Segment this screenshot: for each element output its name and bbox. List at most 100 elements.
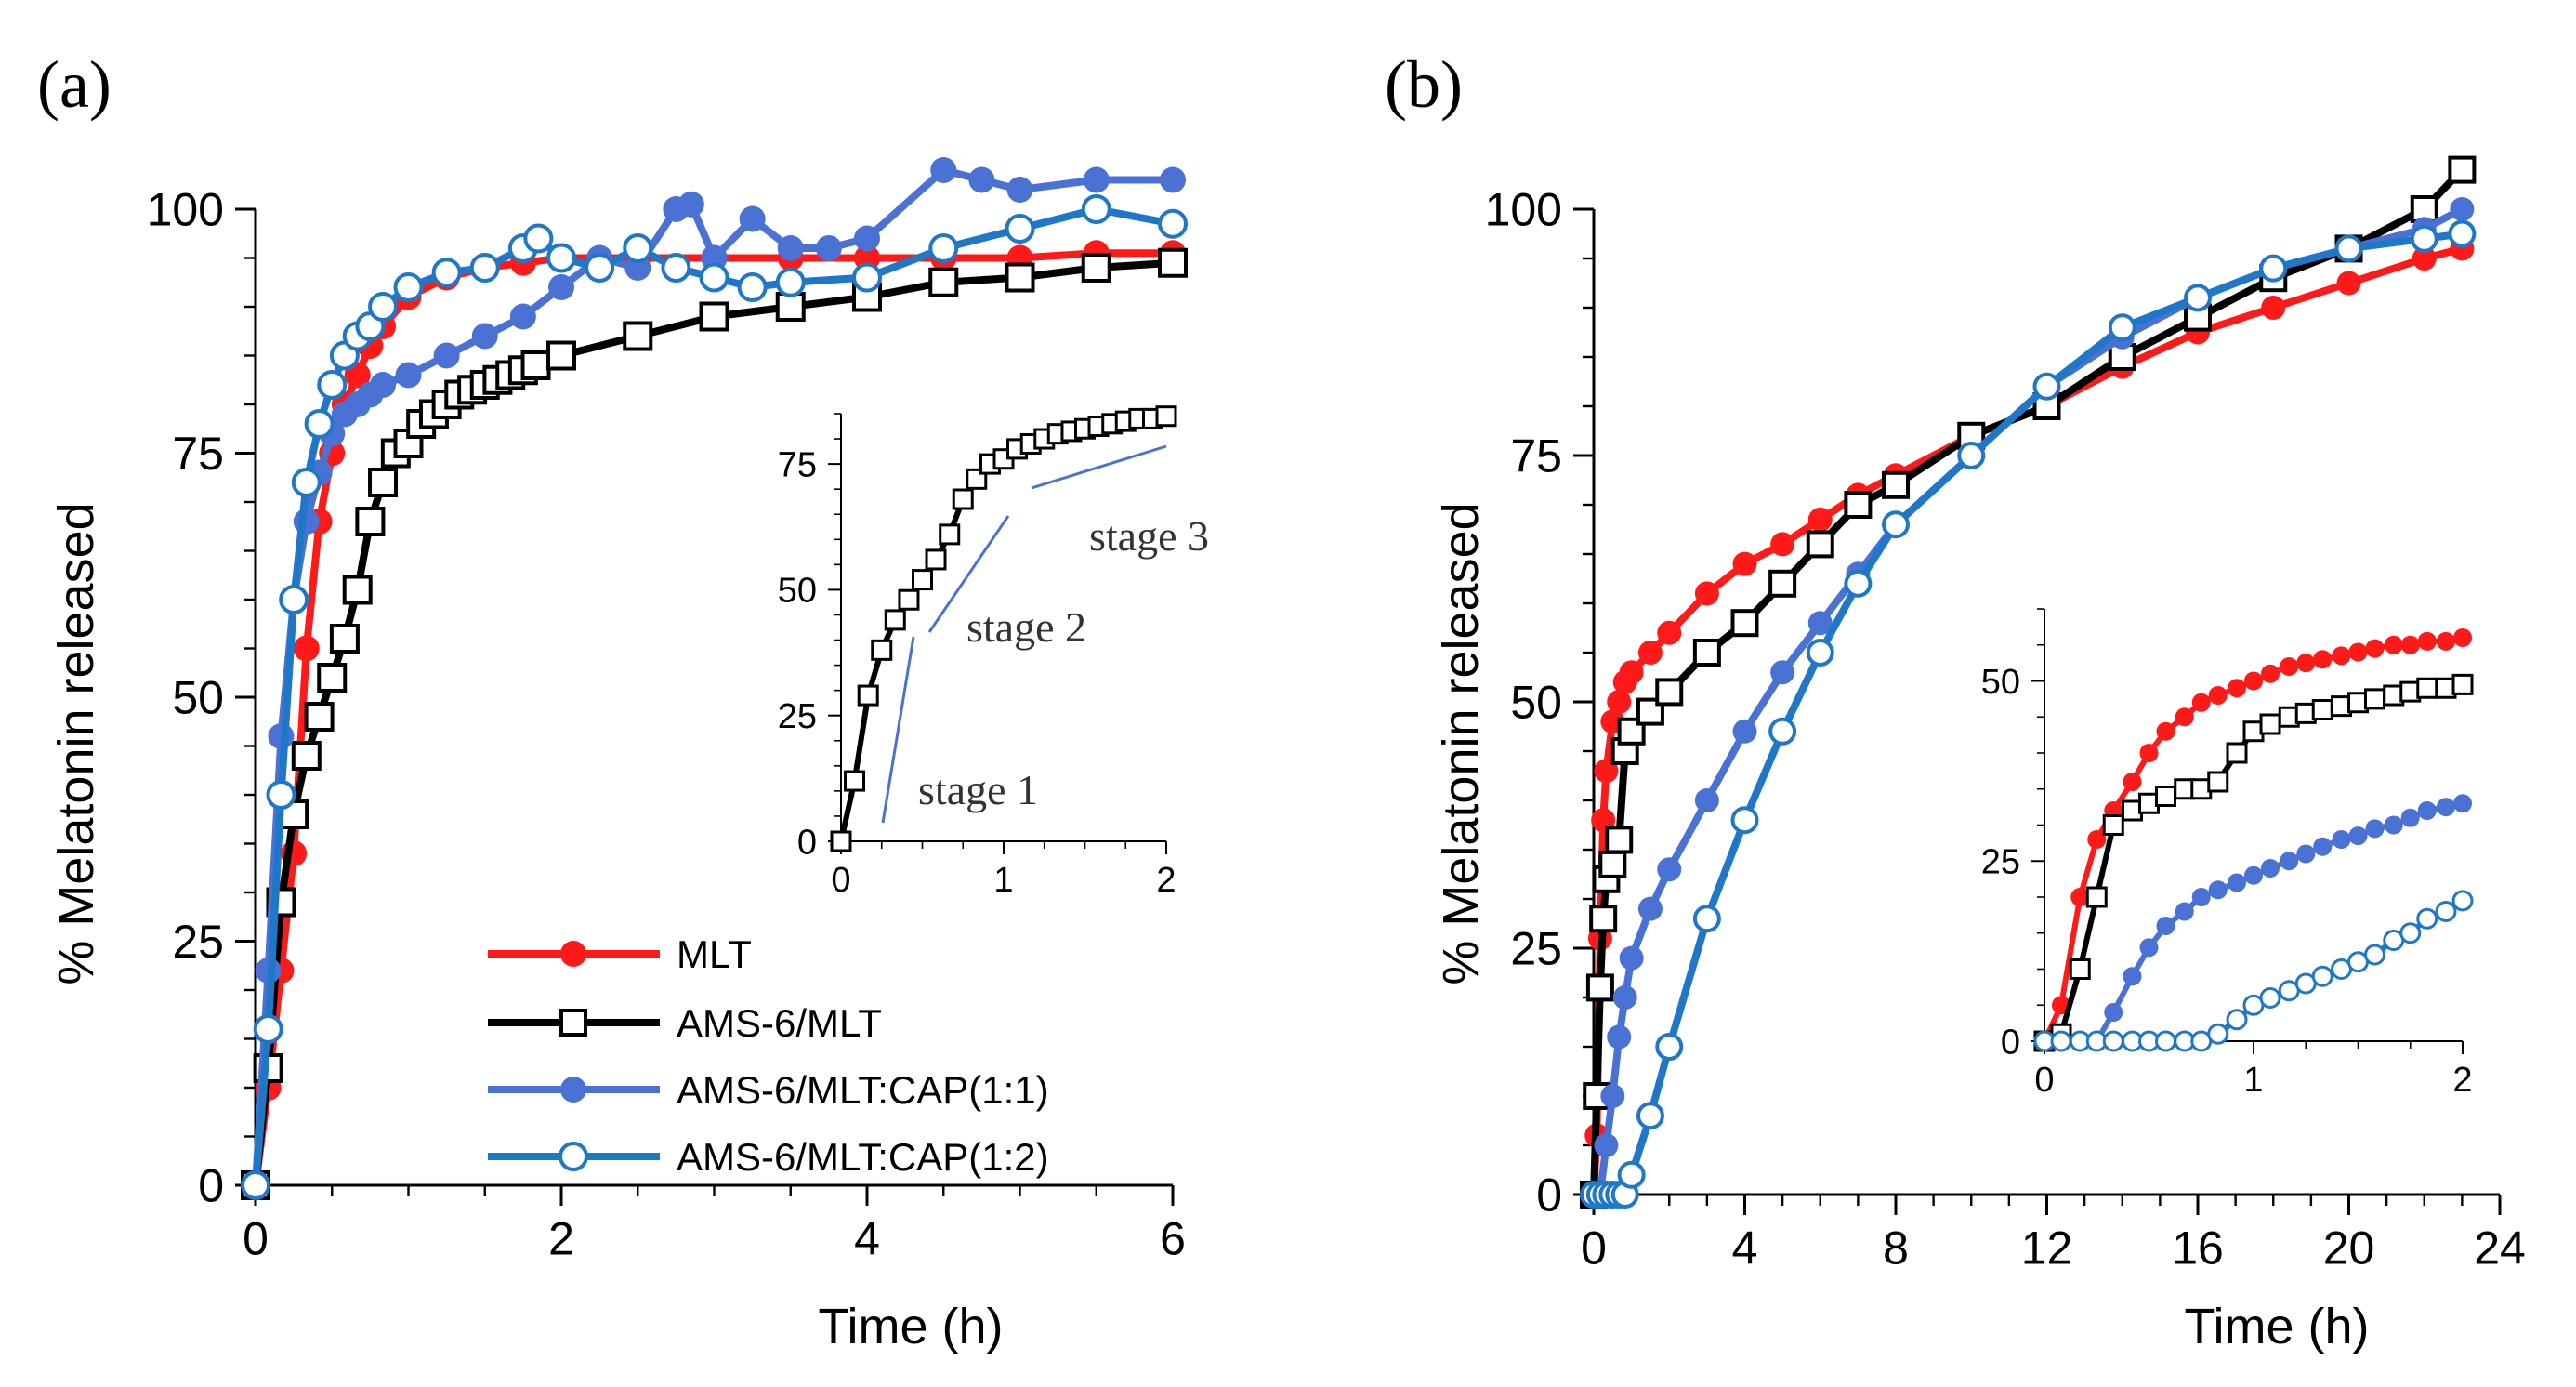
b-point-ams-6-mlt-cap-1-2 — [1692, 905, 1721, 933]
b-inset-point-mlt — [2070, 888, 2090, 906]
a-point-ams-6-mlt-cap-1-2 — [469, 253, 500, 283]
b-point-ams-6-mlt-cap-1-2 — [2410, 224, 2438, 253]
a-point-ams-6-mlt-cap-1-2 — [1081, 194, 1111, 224]
b-point-ams-6-mlt-cap-1-1 — [1594, 1133, 1619, 1157]
b-point-ams-6-mlt-cap-1-2 — [1617, 1160, 1646, 1189]
b-point-ams-6-mlt-cap-1-2 — [1636, 1102, 1664, 1130]
a-point-ams-6-mlt — [317, 663, 348, 693]
b-point-ams-6-mlt-cap-1-2 — [1844, 569, 1873, 598]
a-point-ams-6-mlt-cap-1-1 — [548, 274, 574, 300]
stage-annotations: stage 1 stage 2 stage 3 — [881, 444, 1209, 824]
b-point-mlt — [1770, 532, 1795, 557]
b-point-ams-6-mlt-cap-1-1 — [1637, 896, 1663, 921]
a-point-ams-6-mlt-cap-1-2 — [317, 370, 348, 400]
b-inset-point-mlt — [2208, 686, 2228, 705]
a-point-ams-6-mlt-cap-1-1 — [777, 235, 804, 261]
b-point-ams-6-mlt-cap-1-2 — [2108, 313, 2136, 342]
a-point-ams-6-mlt-cap-1-2 — [737, 272, 768, 302]
a-point-ams-6-mlt-cap-1-2 — [852, 262, 882, 293]
a-point-ams-6-mlt — [699, 301, 729, 332]
b-point-ams-6-mlt-cap-1-2 — [1768, 717, 1797, 746]
legend-label-cap12: AMS-6/MLT:CAP(1:2) — [677, 1135, 1049, 1179]
b-inset-point-ams-6-mlt — [2085, 886, 2108, 908]
a-inset-point-ams-6-mlt — [952, 488, 974, 510]
a-xtick-label: 2 — [548, 1213, 574, 1265]
b-series-line-mlt — [1590, 244, 2464, 1195]
a-point-ams-6-mlt-cap-1-2 — [241, 1170, 270, 1200]
b-ytick-label: 50 — [1510, 677, 1562, 729]
a-point-ams-6-mlt-cap-1-1 — [968, 166, 995, 193]
a-inset-ytick-label: 50 — [778, 572, 817, 611]
legend-marker-mlt — [560, 941, 586, 967]
b-point-ams-6-mlt — [1882, 470, 1910, 499]
a-inset-point-ams-6-mlt — [898, 588, 920, 611]
a-inset-xtick-label: 0 — [831, 861, 850, 900]
b-point-ams-6-mlt-cap-1-2 — [2259, 254, 2288, 283]
stage-2-line — [927, 515, 1010, 633]
b-xtick-label: 20 — [2323, 1222, 2375, 1275]
x-axis-title-b: Time (h) — [2185, 1299, 2370, 1354]
b-inset-point-ams-6-mlt-cap-1-1 — [2139, 938, 2159, 958]
b-point-ams-6-mlt — [1730, 609, 1759, 638]
b-inset-point-mlt — [2384, 635, 2403, 654]
a-point-ams-6-mlt-cap-1-1 — [1160, 166, 1186, 193]
b-point-ams-6-mlt-cap-1-1 — [1770, 660, 1795, 685]
a-point-ams-6-mlt-cap-1-1 — [1006, 177, 1033, 203]
b-inset-point-mlt — [2313, 650, 2333, 669]
a-point-ams-6-mlt — [355, 507, 386, 536]
a-point-ams-6-mlt — [623, 321, 653, 351]
a-point-ams-6-mlt-cap-1-1 — [854, 225, 880, 252]
b-point-ams-6-mlt — [1692, 639, 1721, 667]
b-inset-point-mlt — [2087, 830, 2107, 849]
a-point-ams-6-mlt-cap-1-2 — [699, 262, 729, 293]
b-inset-point-ams-6-mlt-cap-1-1 — [2453, 794, 2472, 813]
a-ytick-label: 100 — [147, 184, 224, 236]
b-xtick-label: 0 — [1581, 1222, 1607, 1275]
b-inset-point-ams-6-mlt — [2226, 742, 2248, 764]
b-inset-point-ams-6-mlt-cap-1-2 — [2226, 1009, 2248, 1031]
a-point-ams-6-mlt-cap-1-1 — [815, 235, 842, 261]
b-inset-point-mlt — [2261, 664, 2280, 683]
b-point-mlt — [1637, 641, 1663, 665]
stage-3-line — [1031, 444, 1167, 490]
a-series-line-mlt — [252, 249, 1173, 1186]
a-point-ams-6-mlt-cap-1-2 — [304, 409, 335, 439]
b-xtick-label: 24 — [2474, 1222, 2526, 1275]
a-point-ams-6-mlt-cap-1-1 — [471, 323, 498, 350]
b-inset-xtick-label: 2 — [2452, 1061, 2472, 1100]
b-point-mlt — [2412, 246, 2437, 271]
a-point-ams-6-mlt — [546, 340, 576, 371]
b-point-ams-6-mlt — [2448, 155, 2477, 184]
a-point-ams-6-mlt-cap-1-2 — [279, 585, 309, 614]
b-inset-point-mlt — [2417, 631, 2437, 651]
a-point-ams-6-mlt — [1005, 262, 1035, 293]
b-point-ams-6-mlt-cap-1-2 — [2032, 372, 2061, 401]
b-inset-ytick-label: 50 — [1981, 663, 2020, 702]
a-point-ams-6-mlt-cap-1-2 — [523, 223, 554, 254]
b-inset-point-ams-6-mlt — [2364, 688, 2385, 710]
b-inset-point-ams-6-mlt-cap-1-1 — [2437, 798, 2455, 817]
b-point-ams-6-mlt-cap-1-2 — [1806, 639, 1834, 667]
b-inset-point-mlt — [2175, 707, 2194, 727]
stage-1-line — [881, 636, 915, 824]
b-inset-point-ams-6-mlt-cap-1-1 — [2123, 967, 2142, 986]
b-inset-point-mlt — [2228, 679, 2246, 698]
b-inset-point-ams-6-mlt-cap-1-1 — [2175, 902, 2194, 921]
a-point-ams-6-mlt-cap-1-2 — [661, 253, 691, 283]
a-ytick-label: 0 — [198, 1160, 224, 1212]
b-inset-point-mlt — [2400, 635, 2420, 654]
b-inset-ytick-label: 25 — [1981, 843, 2020, 882]
b-point-ams-6-mlt-cap-1-1 — [1657, 857, 1682, 882]
b-point-mlt — [1619, 660, 1644, 685]
a-point-ams-6-mlt-cap-1-1 — [677, 191, 704, 218]
b-inset-point-ams-6-mlt-cap-1-1 — [2365, 819, 2385, 839]
a-inset-point-ams-6-mlt — [871, 639, 893, 661]
b-inset-point-ams-6-mlt — [2155, 786, 2176, 807]
a-inset-point-ams-6-mlt — [884, 609, 906, 631]
a-point-ams-6-mlt-cap-1-2 — [623, 233, 653, 263]
a-point-ams-6-mlt — [291, 741, 322, 771]
b-xtick-label: 12 — [2021, 1222, 2073, 1275]
b-inset-point-ams-6-mlt-cap-1-2 — [2050, 1030, 2072, 1052]
